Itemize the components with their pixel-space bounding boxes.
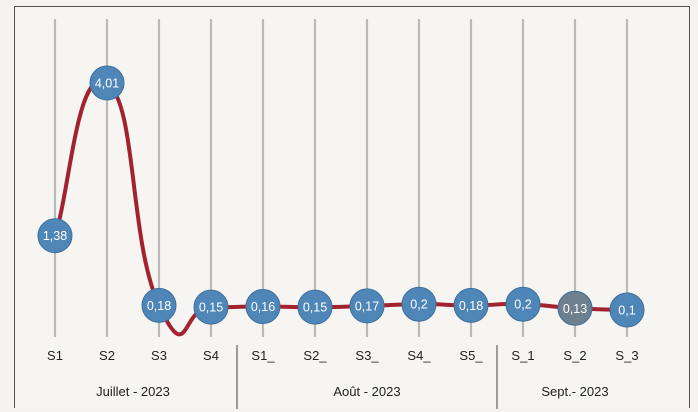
data-point xyxy=(245,289,281,325)
data-point xyxy=(557,290,593,326)
x-axis-tick-labels: S1 S2 S3 S4 S1_ S2_ S3_ S4_ S5_ S_1 S_2 S_3 xyxy=(47,348,639,363)
data-label: 0,15 xyxy=(199,301,223,315)
data-markers: 1,38 4,01 0,18 0,15 0,16 0,15 0,17 0,2 0,18 0,2 0,… xyxy=(37,65,645,328)
x-tick-label: S3 xyxy=(151,348,167,363)
x-tick-label: S2_ xyxy=(303,348,327,363)
drop-lines xyxy=(53,19,629,337)
group-label: Juillet - 2023 xyxy=(96,384,170,399)
data-label: 0,1 xyxy=(618,304,635,318)
data-label: 0,17 xyxy=(355,299,379,313)
data-label: 1,38 xyxy=(43,229,67,243)
data-point xyxy=(505,286,541,322)
data-point xyxy=(141,287,177,323)
x-tick-label: S_2 xyxy=(563,348,586,363)
data-label: 0,2 xyxy=(514,298,531,312)
x-tick-label: S4_ xyxy=(407,348,431,363)
x-tick-label: S3_ xyxy=(355,348,379,363)
data-label: 4,01 xyxy=(95,77,119,91)
chart-frame: 1,38 4,01 0,18 0,15 0,16 0,15 0,17 0,2 0,18 0,2 0,… xyxy=(14,6,690,409)
x-tick-label: S_1 xyxy=(511,348,534,363)
line-chart: 1,38 4,01 0,18 0,15 0,16 0,15 0,17 0,2 0,18 0,2 0,… xyxy=(37,19,645,409)
data-label: 0,15 xyxy=(303,301,327,315)
data-label: 0,13 xyxy=(563,302,587,316)
data-label: 0,18 xyxy=(147,299,171,313)
data-label: 0,18 xyxy=(459,299,483,313)
data-point xyxy=(349,288,385,324)
data-label: 0,16 xyxy=(251,300,275,314)
data-point xyxy=(401,286,437,322)
x-tick-label: S1 xyxy=(47,348,63,363)
x-tick-label: S_3 xyxy=(615,348,638,363)
data-point xyxy=(193,289,229,325)
data-label: 0,2 xyxy=(410,298,427,312)
x-tick-label: S4 xyxy=(203,348,219,363)
series-line xyxy=(53,78,629,337)
x-tick-label: S1_ xyxy=(251,348,275,363)
x-tick-label: S5_ xyxy=(459,348,483,363)
data-point xyxy=(609,292,645,328)
group-label: Août - 2023 xyxy=(333,384,400,399)
data-point xyxy=(297,289,333,325)
x-axis-group-labels: Juillet - 2023 Août - 2023 Sept.- 2023 xyxy=(96,345,609,409)
x-tick-label: S2 xyxy=(99,348,115,363)
data-point xyxy=(37,218,73,254)
data-point xyxy=(453,287,489,323)
data-point xyxy=(89,65,125,101)
group-label: Sept.- 2023 xyxy=(541,384,608,399)
